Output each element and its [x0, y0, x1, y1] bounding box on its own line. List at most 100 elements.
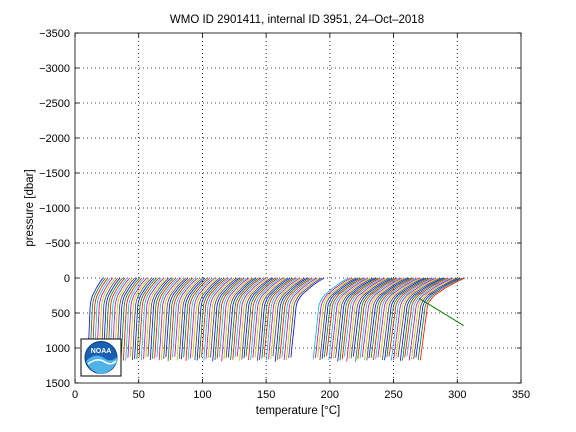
profile-line [161, 277, 184, 360]
profile-line [388, 277, 432, 357]
profile-line [210, 277, 237, 358]
profile-line [415, 277, 461, 358]
profile-line [183, 277, 208, 358]
profile-line [390, 277, 434, 361]
profile-line [404, 277, 449, 358]
y-tick-label: 1500 [46, 378, 70, 390]
profile-line [245, 277, 276, 357]
profile-line [270, 277, 303, 360]
y-axis-label: pressure [dbar] [24, 169, 36, 246]
profile-line [350, 277, 390, 359]
profile-line [149, 277, 172, 361]
x-tick-label: 0 [72, 389, 78, 401]
profile-line [174, 277, 199, 357]
profile-line [268, 277, 301, 359]
profile-line [259, 277, 291, 360]
profile-line [370, 277, 412, 358]
profile-line [214, 277, 242, 361]
profile-line [236, 277, 267, 357]
y-tick-label: −3000 [39, 63, 70, 75]
profile-line [254, 277, 286, 358]
profile-line [286, 277, 320, 361]
profile-line [250, 277, 281, 360]
profile-line [408, 277, 453, 361]
profile-line [232, 277, 262, 360]
profile-line [132, 277, 152, 361]
profile-line [312, 277, 349, 360]
profile-line [169, 277, 194, 361]
profile-line [219, 277, 247, 357]
profile-line [315, 277, 351, 359]
x-tick-label: 300 [448, 389, 466, 401]
profile-line [395, 277, 439, 359]
profile-line [136, 277, 157, 359]
profile-line [165, 277, 189, 358]
y-tick-label: −1000 [39, 203, 70, 215]
profile-line [152, 277, 174, 359]
profile-line [225, 277, 254, 358]
y-tick-label: 0 [64, 273, 70, 285]
profile-line [178, 277, 203, 359]
profile-line [134, 277, 155, 359]
profile-line [216, 277, 245, 359]
profile-line [330, 277, 368, 360]
profile-line [402, 277, 446, 361]
grid-lines [75, 33, 521, 383]
y-tick-label: 500 [52, 308, 70, 320]
profile-line [341, 277, 381, 360]
profile-line [290, 277, 325, 358]
profile-line [357, 277, 398, 359]
profile-line [129, 277, 150, 357]
y-tick-label: −1500 [39, 168, 70, 180]
profile-line [147, 277, 169, 357]
profile-line [172, 277, 196, 358]
profile-line [355, 277, 395, 362]
profile-line [201, 277, 228, 358]
profile-line [377, 277, 419, 358]
profile-line [163, 277, 186, 359]
profile-line [417, 277, 463, 361]
profile-line [199, 277, 225, 359]
profile-line [361, 277, 402, 358]
profile-line [194, 277, 220, 361]
profile-line [326, 277, 364, 356]
x-tick-label: 250 [384, 389, 402, 401]
y-axis: −3500 −3000 −2500 −2000 −1500 −1000 −500 0 500 10… [39, 28, 521, 390]
profile-line [123, 277, 143, 361]
x-tick-label: 50 [133, 389, 145, 401]
profile-line [375, 277, 417, 360]
profile-line [335, 277, 373, 358]
profile-line [353, 277, 393, 357]
profile-line [339, 277, 378, 361]
profile-line [265, 277, 298, 361]
profile-line [187, 277, 213, 360]
profile-line [317, 277, 354, 358]
profile-line [221, 277, 250, 362]
profile-line [167, 277, 191, 362]
profile-line [158, 277, 182, 361]
profile-line [230, 277, 259, 361]
noaa-logo-text: NOAA [91, 348, 112, 355]
profile-line [283, 277, 318, 360]
profile-line [399, 277, 444, 361]
profile-line [364, 277, 405, 361]
profile-line [406, 277, 451, 357]
profile-line [140, 277, 162, 361]
profile-line [241, 277, 271, 360]
profile-line [366, 277, 407, 361]
profile-line [328, 277, 366, 361]
y-tick-label: −2000 [39, 133, 70, 145]
profile-line [337, 277, 376, 362]
profile-line [143, 277, 165, 360]
profile-line [288, 277, 322, 358]
profile-line [234, 277, 264, 358]
profile-line [346, 277, 385, 362]
profile-line [274, 277, 308, 362]
profile-line [281, 277, 315, 358]
y-tick-label: −3500 [39, 28, 70, 40]
plot-area [87, 277, 466, 363]
outlier-line [418, 297, 464, 327]
profile-line [359, 277, 400, 359]
profile-line [321, 277, 359, 359]
